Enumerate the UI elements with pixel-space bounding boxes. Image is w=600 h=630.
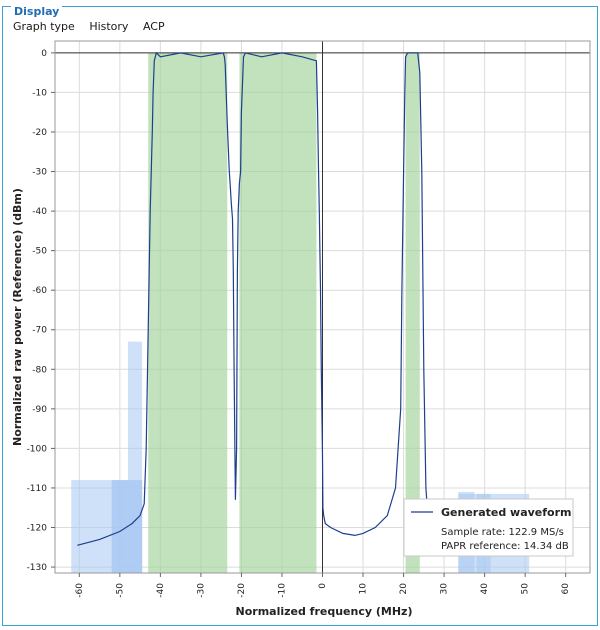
x-tick-label: 0 — [318, 583, 328, 589]
legend-box — [403, 498, 574, 557]
legend-series-name: Generated waveform — [441, 506, 572, 519]
series-line — [77, 51, 433, 546]
y-tick-label: -30 — [32, 168, 47, 178]
x-tick-label: -30 — [196, 583, 206, 598]
y-tick-label: -130 — [27, 563, 48, 573]
carrier-channel-band — [239, 52, 317, 574]
waveform-curve — [77, 51, 433, 546]
x-tick-label: 20 — [399, 583, 409, 595]
x-tick-label: -60 — [75, 583, 85, 598]
y-tick-label: -100 — [27, 444, 48, 454]
x-axis-title: Normalized frequency (MHz) — [236, 605, 413, 618]
y-tick-labels: 0 -10 -20 -30 -40 -50 -60 -70 -80 -90 -100 -110 -120… — [27, 49, 48, 573]
x-tick-label: -50 — [115, 583, 125, 598]
panel-title: Display — [11, 6, 63, 18]
carrier-channel-band — [405, 52, 420, 574]
carrier-channel-band — [148, 52, 228, 574]
display-menu: Graph type History ACP — [13, 20, 176, 33]
legend-papr-reference: PAPR reference: 14.34 dB — [441, 541, 569, 552]
x-tick-label: 50 — [521, 583, 531, 595]
x-tick-label: 10 — [359, 583, 369, 595]
y-tick-label: -40 — [32, 207, 47, 217]
y-tick-label: -120 — [27, 524, 48, 534]
x-tick-label: -20 — [237, 583, 247, 598]
y-tick-label: 0 — [41, 49, 47, 59]
history-menu[interactable]: History — [89, 20, 129, 33]
y-tick-label: -50 — [32, 247, 47, 257]
y-tick-label: -60 — [32, 286, 47, 296]
x-tick-label: 40 — [480, 583, 490, 595]
y-tick-label: -80 — [32, 365, 47, 375]
acp-menu[interactable]: ACP — [142, 20, 165, 33]
y-axis-title: Normalized raw power (Reference) (dBm) — [11, 188, 24, 446]
x-tick-label: -10 — [277, 583, 287, 598]
adjacent-channel-band — [111, 480, 128, 573]
y-tick-label: -110 — [27, 484, 48, 494]
x-tick-label: -40 — [156, 583, 166, 598]
y-tick-label: -70 — [32, 326, 47, 336]
y-tick-label: -10 — [32, 88, 47, 98]
adjacent-channel-band — [127, 341, 143, 573]
y-tick-label: -90 — [32, 405, 47, 415]
display-panel: Display — [2, 6, 598, 626]
x-tick-label: 30 — [440, 583, 450, 595]
x-tick-label: 60 — [561, 583, 571, 595]
y-tick-label: -20 — [32, 128, 47, 138]
graph-type-menu[interactable]: Graph type — [13, 20, 75, 33]
legend-sample-rate: Sample rate: 122.9 MS/s — [441, 527, 564, 538]
legend: Generated waveform Sample rate: 122.9 MS… — [403, 498, 574, 557]
x-tick-labels: -60 -50 -40 -30 -20 -10 0 10 20 30 40 50 60 — [75, 583, 571, 598]
